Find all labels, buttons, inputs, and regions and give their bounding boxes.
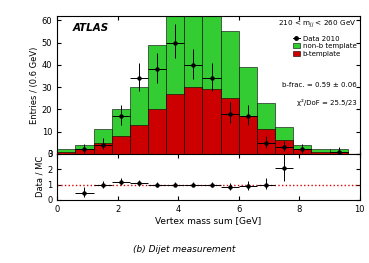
Bar <box>311 149 330 154</box>
Text: χ²/DoF = 25.5/23: χ²/DoF = 25.5/23 <box>297 99 357 106</box>
Bar <box>203 5 221 154</box>
Bar <box>221 98 239 154</box>
Bar <box>311 152 330 154</box>
Bar <box>203 89 221 154</box>
Text: (b) Dijet measurement: (b) Dijet measurement <box>133 245 236 255</box>
Bar <box>148 45 166 154</box>
Bar <box>93 129 112 154</box>
Text: b-frac. = 0.59 ± 0.06: b-frac. = 0.59 ± 0.06 <box>282 82 357 88</box>
Legend: Data 2010, non-b template, b-template: Data 2010, non-b template, b-template <box>293 36 356 57</box>
Text: ATLAS: ATLAS <box>72 23 108 33</box>
Bar <box>239 116 257 154</box>
Bar <box>275 140 293 154</box>
X-axis label: Vertex mass sum [GeV]: Vertex mass sum [GeV] <box>155 216 262 225</box>
Bar <box>112 109 130 154</box>
Bar <box>75 145 93 154</box>
Text: 210 < m$_{jj}$ < 260 GeV: 210 < m$_{jj}$ < 260 GeV <box>278 18 357 30</box>
Bar <box>130 125 148 154</box>
Bar <box>330 152 348 154</box>
Bar <box>75 149 93 154</box>
Y-axis label: Data / MC: Data / MC <box>35 156 44 198</box>
Bar <box>257 129 275 154</box>
Bar <box>166 94 184 154</box>
Bar <box>184 0 203 154</box>
Bar <box>257 103 275 154</box>
Bar <box>112 136 130 154</box>
Bar <box>148 109 166 154</box>
Bar <box>130 87 148 154</box>
Bar <box>221 31 239 154</box>
Bar <box>293 145 311 154</box>
Bar <box>239 67 257 154</box>
Bar <box>166 9 184 154</box>
Bar <box>184 87 203 154</box>
Bar <box>293 149 311 154</box>
Bar <box>57 149 75 154</box>
Bar <box>93 143 112 154</box>
Bar <box>57 152 75 154</box>
Y-axis label: Entries / (0.6 GeV): Entries / (0.6 GeV) <box>30 46 39 124</box>
Bar <box>330 149 348 154</box>
Bar <box>275 127 293 154</box>
